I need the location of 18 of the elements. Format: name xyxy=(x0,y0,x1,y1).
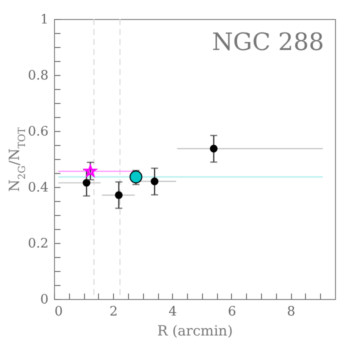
point xyxy=(210,144,218,152)
point xyxy=(114,191,123,199)
y-tick-label: 1 xyxy=(40,12,48,28)
point xyxy=(130,170,142,184)
point xyxy=(150,178,158,186)
x-tick-label: 4 xyxy=(168,304,177,320)
x-tick-label: 0 xyxy=(54,304,63,320)
y-tick-label: 0 xyxy=(40,292,48,308)
y-tick-label: 0.8 xyxy=(28,68,48,84)
y-tick-label: 0.6 xyxy=(28,124,48,140)
x-tick-label: 2 xyxy=(110,304,118,320)
x-tick-label: 6 xyxy=(228,304,236,320)
x-axis-title: R (arcmin) xyxy=(157,324,233,340)
y-tick-label: 0.4 xyxy=(28,180,48,196)
y-tick-label: 0.2 xyxy=(28,236,48,252)
point xyxy=(82,178,90,187)
x-tick-label: 8 xyxy=(286,304,296,320)
annotation: NGC 288 xyxy=(212,28,324,56)
